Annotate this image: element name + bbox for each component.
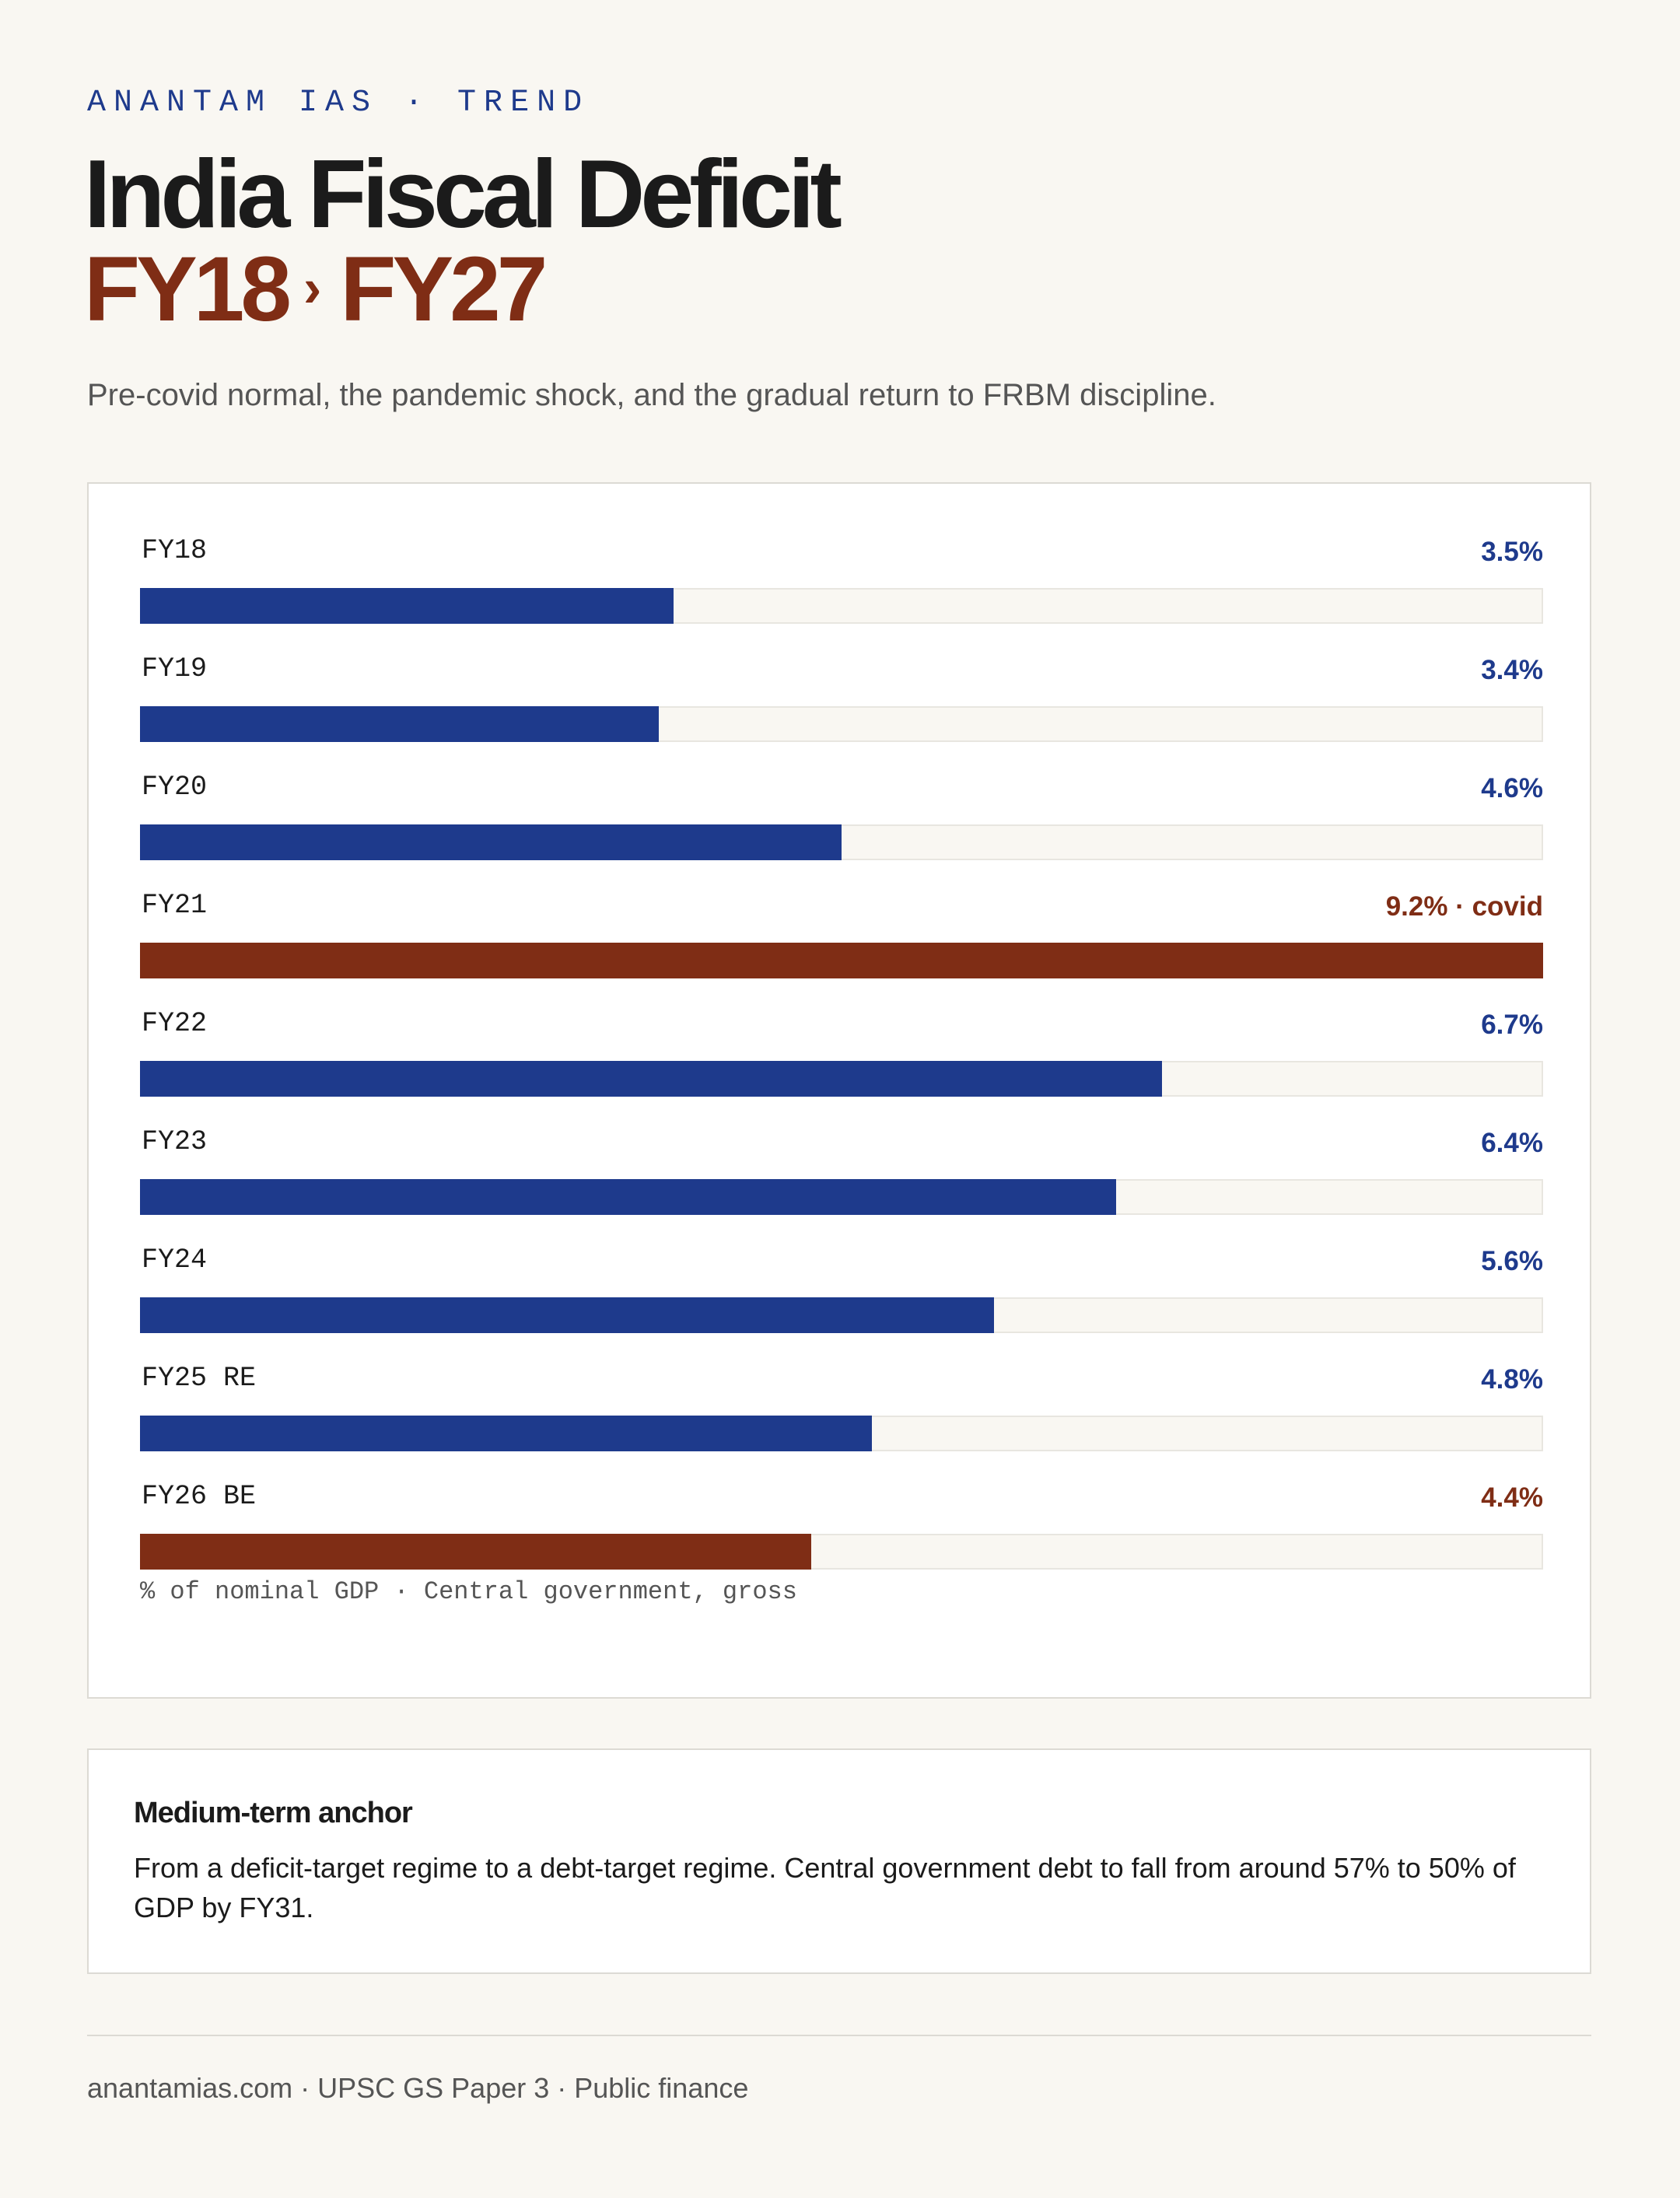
bar-row: FY22 6.7% (140, 1006, 1543, 1100)
chart-note: % of nominal GDP · Central government, g… (140, 1577, 797, 1606)
bar-row: FY21 9.2% · covid (140, 888, 1543, 982)
bar (140, 1179, 1116, 1215)
bar-category-label: FY26 BE (142, 1481, 257, 1512)
bar-category-label: FY18 (142, 535, 208, 566)
chevron-right-icon: › (303, 257, 322, 318)
bar (140, 943, 1543, 978)
bar-value-label: 6.4% (1481, 1128, 1543, 1158)
bar-value-label: 3.5% (1481, 537, 1543, 567)
bar-row: FY23 6.4% (140, 1125, 1543, 1218)
bar-value-label: 6.7% (1481, 1010, 1543, 1040)
bar-category-label: FY25 RE (142, 1363, 257, 1394)
bar-value-label: 5.6% (1481, 1246, 1543, 1276)
anchor-title: Medium-term anchor (134, 1797, 413, 1829)
bar-value-label: 4.8% (1481, 1364, 1543, 1395)
bar-row: FY24 5.6% (140, 1243, 1543, 1336)
bar-category-label: FY22 (142, 1008, 208, 1039)
bar-row: FY19 3.4% (140, 652, 1543, 745)
title-range: FY18 › FY27 (84, 238, 548, 341)
bar (140, 1061, 1162, 1097)
bar-category-label: FY24 (142, 1244, 208, 1276)
bar-row: FY25 RE 4.8% (140, 1361, 1543, 1454)
bar-category-label: FY23 (142, 1126, 208, 1157)
footer-divider (87, 2035, 1591, 2036)
bar-value-label: 3.4% (1481, 655, 1543, 685)
bar-row: FY26 BE 4.4% (140, 1479, 1543, 1573)
page-subtitle: Pre-covid normal, the pandemic shock, an… (87, 378, 1216, 412)
bar-value-label: 9.2% · covid (1385, 891, 1543, 922)
bar (140, 1297, 994, 1333)
footer-text: anantamias.com · UPSC GS Paper 3 · Publi… (87, 2072, 749, 2104)
bar-row: FY18 3.5% (140, 534, 1543, 627)
bar (140, 706, 659, 742)
range-start: FY18 (84, 238, 292, 341)
anchor-card: Medium-term anchor From a deficit-target… (87, 1748, 1591, 1974)
anchor-text: From a deficit-target regime to a debt-t… (134, 1852, 1516, 1923)
chart-card: FY18 3.5% FY19 3.4% FY20 4.6% FY21 9.2% · covid… (87, 482, 1591, 1699)
eyebrow-label: ANANTAM IAS · TREND (87, 86, 590, 121)
range-end: FY27 (340, 238, 548, 341)
bar-category-label: FY19 (142, 653, 208, 684)
bar-category-label: FY20 (142, 772, 208, 803)
bar (140, 588, 674, 624)
bar (140, 1416, 872, 1451)
bar-category-label: FY21 (142, 890, 208, 921)
bar (140, 1534, 811, 1570)
bar-row: FY20 4.6% (140, 770, 1543, 863)
bar (140, 824, 842, 860)
bar-value-label: 4.4% (1481, 1482, 1543, 1513)
bar-value-label: 4.6% (1481, 773, 1543, 803)
page-title: India Fiscal Deficit (84, 141, 842, 248)
